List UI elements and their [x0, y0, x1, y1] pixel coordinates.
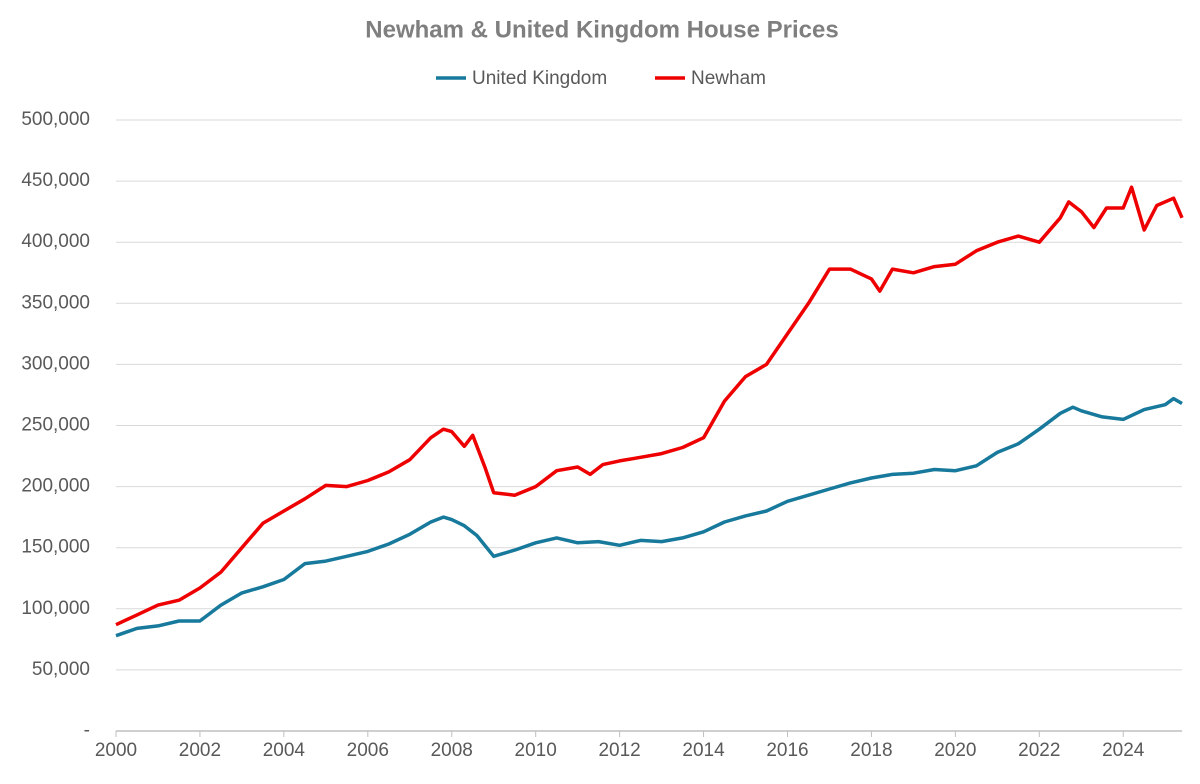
y-tick-label: 250,000: [21, 415, 90, 436]
y-tick-label: 50,000: [32, 659, 90, 680]
y-tick-label: 100,000: [21, 598, 90, 619]
x-tick-label: 2000: [95, 740, 137, 761]
x-tick-label: 2024: [1102, 740, 1145, 761]
y-tick-label: 450,000: [21, 170, 90, 191]
x-tick-label: 2010: [515, 740, 557, 761]
x-tick-label: 2004: [263, 740, 306, 761]
y-tick-label: 300,000: [21, 353, 90, 374]
x-tick-label: 2002: [179, 740, 221, 761]
x-tick-label: 2012: [598, 740, 640, 761]
x-tick-label: 2006: [347, 740, 389, 761]
y-tick-label: -: [84, 720, 90, 741]
x-tick-label: 2018: [850, 740, 892, 761]
x-tick-label: 2014: [682, 740, 725, 761]
y-tick-label: 500,000: [21, 109, 90, 130]
y-tick-label: 150,000: [21, 537, 90, 558]
x-tick-label: 2020: [934, 740, 976, 761]
x-tick-label: 2008: [431, 740, 473, 761]
legend-label: United Kingdom: [472, 68, 607, 89]
y-tick-label: 400,000: [21, 231, 90, 252]
series-line: [115, 396, 1183, 638]
y-tick-label: 350,000: [21, 292, 90, 313]
x-tick-label: 2016: [766, 740, 808, 761]
series-line: [115, 185, 1184, 627]
legend-label: Newham: [691, 68, 766, 89]
x-tick-label: 2022: [1018, 740, 1060, 761]
y-tick-label: 200,000: [21, 476, 90, 497]
chart-title: Newham & United Kingdom House Prices: [365, 16, 838, 43]
